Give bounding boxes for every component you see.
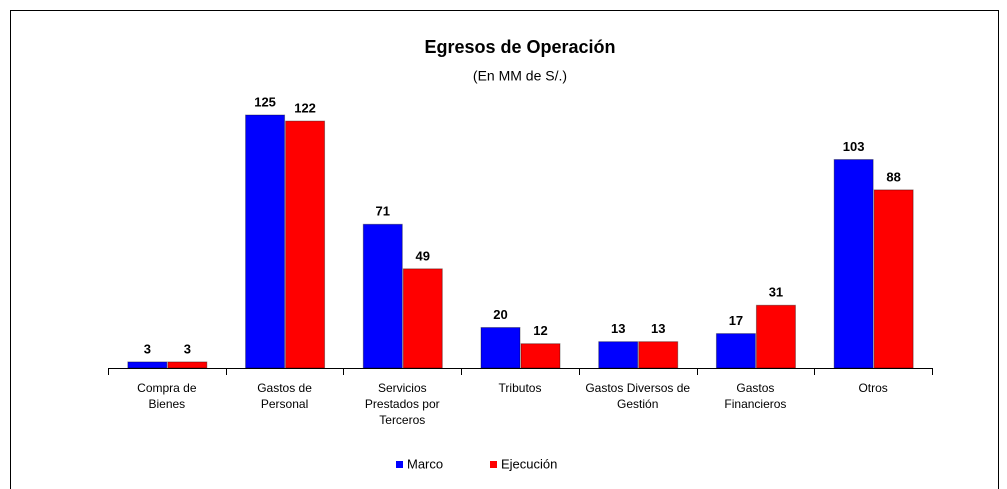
data-label: 103 <box>843 139 865 154</box>
x-tick-label: Gastos Diversos de Gestión <box>585 381 691 411</box>
x-tick-label: Gastos de Personal <box>257 381 312 411</box>
x-tick-label: Compra de Bienes <box>137 381 197 411</box>
chart-subtitle: (En MM de S/.) <box>473 68 567 84</box>
data-label: 13 <box>651 321 665 336</box>
bar <box>598 341 639 369</box>
bar <box>715 333 756 369</box>
x-tick-label: Otros <box>858 381 888 395</box>
legend-label: Ejecución <box>501 456 557 471</box>
frame <box>10 10 999 489</box>
data-label: 125 <box>254 94 276 109</box>
bar <box>127 361 168 369</box>
data-label: 20 <box>493 307 507 322</box>
legend-swatch <box>396 461 403 468</box>
bar <box>520 343 561 369</box>
bar <box>755 304 796 369</box>
data-label: 12 <box>533 323 547 338</box>
x-tick-label: Servicios Prestados por Terceros <box>364 381 440 427</box>
x-tick-label: Tributos <box>498 381 542 395</box>
data-label: 49 <box>416 248 430 263</box>
bar <box>873 189 914 369</box>
bar <box>402 268 443 369</box>
data-label: 3 <box>144 341 151 356</box>
chart-title: Egresos de Operación <box>424 37 615 57</box>
data-label: 31 <box>769 285 783 300</box>
bar <box>638 341 679 369</box>
data-label: 88 <box>886 169 900 184</box>
data-label: 71 <box>376 204 390 219</box>
bar <box>480 327 521 369</box>
legend-label: Marco <box>407 456 443 471</box>
data-label: 122 <box>294 101 316 116</box>
bar <box>362 223 403 369</box>
bar <box>167 361 208 369</box>
data-label: 3 <box>184 341 191 356</box>
bar <box>833 159 874 369</box>
data-label: 13 <box>611 321 625 336</box>
bar <box>285 120 326 369</box>
x-tick-label: Gastos Financieros <box>724 381 787 411</box>
legend-swatch <box>490 461 497 468</box>
bar <box>245 114 286 369</box>
data-label: 17 <box>729 313 743 328</box>
